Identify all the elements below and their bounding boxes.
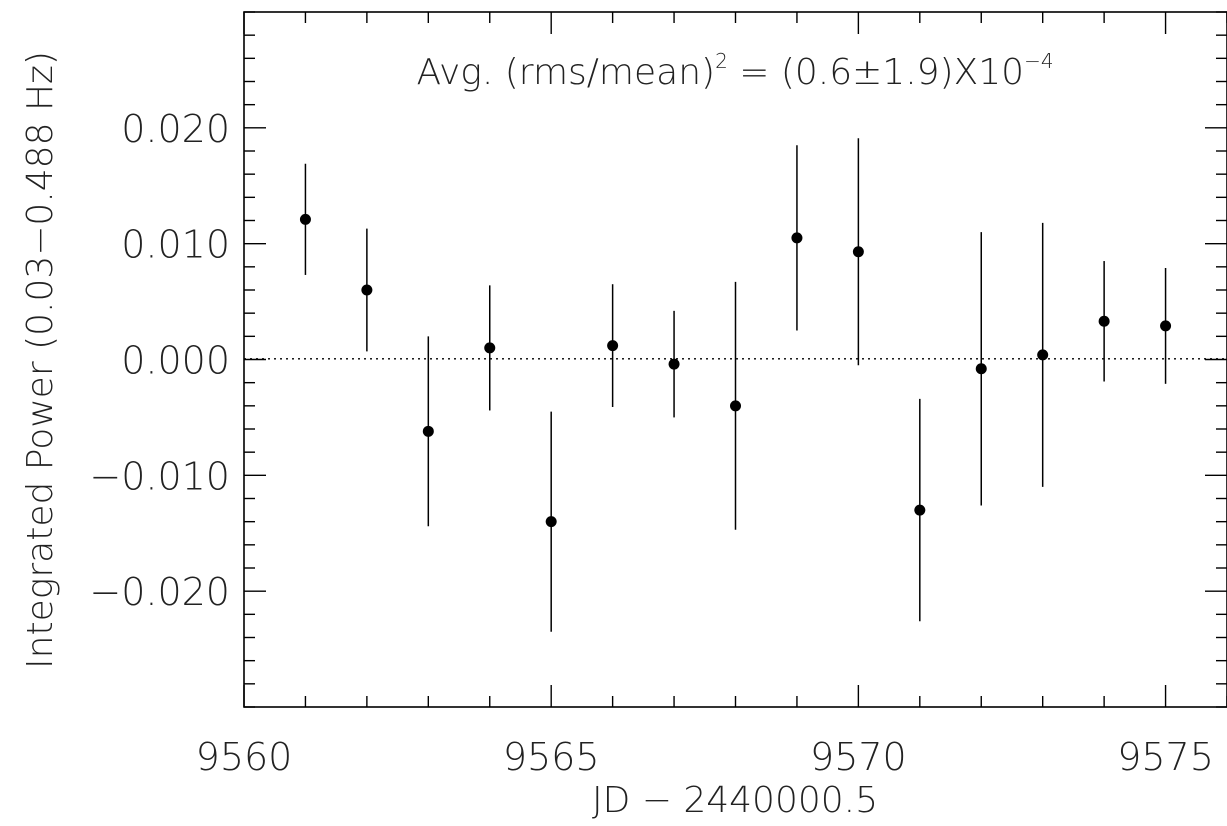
- x-tick-label: 9570: [810, 735, 907, 779]
- y-tick-label: 0.020: [121, 107, 230, 151]
- data-point: [545, 516, 557, 528]
- data-point: [668, 358, 680, 370]
- data-point: [914, 504, 926, 516]
- y-tick-labels: −0.020 −0.010 0.000 0.010 0.020: [89, 107, 230, 614]
- data-marks: [299, 138, 1172, 632]
- annotation-middle: = (0.6±1.9)X10: [728, 52, 1024, 93]
- annotation: Avg. (rms/mean)2 = (0.6±1.9)X10−4: [416, 49, 1053, 93]
- data-point: [1037, 349, 1049, 361]
- x-tick-labels: 9560 9565 9570 9575: [196, 735, 1214, 779]
- data-point: [299, 213, 311, 225]
- y-tick-label: 0.010: [121, 223, 230, 267]
- data-point: [730, 400, 741, 412]
- data-point: [791, 232, 803, 244]
- annotation-exponent-2: −4: [1024, 49, 1053, 73]
- annotation-exponent-1: 2: [715, 49, 728, 73]
- data-point: [1160, 320, 1172, 332]
- data-point: [607, 340, 619, 352]
- data-point: [422, 425, 434, 437]
- y-tick-label: 0.000: [121, 339, 230, 383]
- annotation-prefix: Avg. (rms/mean): [416, 52, 715, 93]
- data-point: [975, 363, 987, 375]
- y-tick-label: −0.020: [89, 570, 230, 614]
- data-point: [361, 284, 373, 296]
- data-point: [852, 246, 864, 258]
- x-tick-label: 9560: [196, 735, 293, 779]
- x-axis-title: JD − 2440000.5: [592, 780, 878, 821]
- x-tick-label: 9565: [503, 735, 600, 779]
- x-tick-label: 9575: [1117, 735, 1214, 779]
- data-point: [484, 342, 496, 354]
- y-axis-title: Integrated Power (0.03−0.488 Hz): [20, 51, 61, 669]
- ticks: [243, 11, 1227, 708]
- data-point: [1098, 315, 1110, 327]
- y-tick-label: −0.010: [89, 454, 230, 498]
